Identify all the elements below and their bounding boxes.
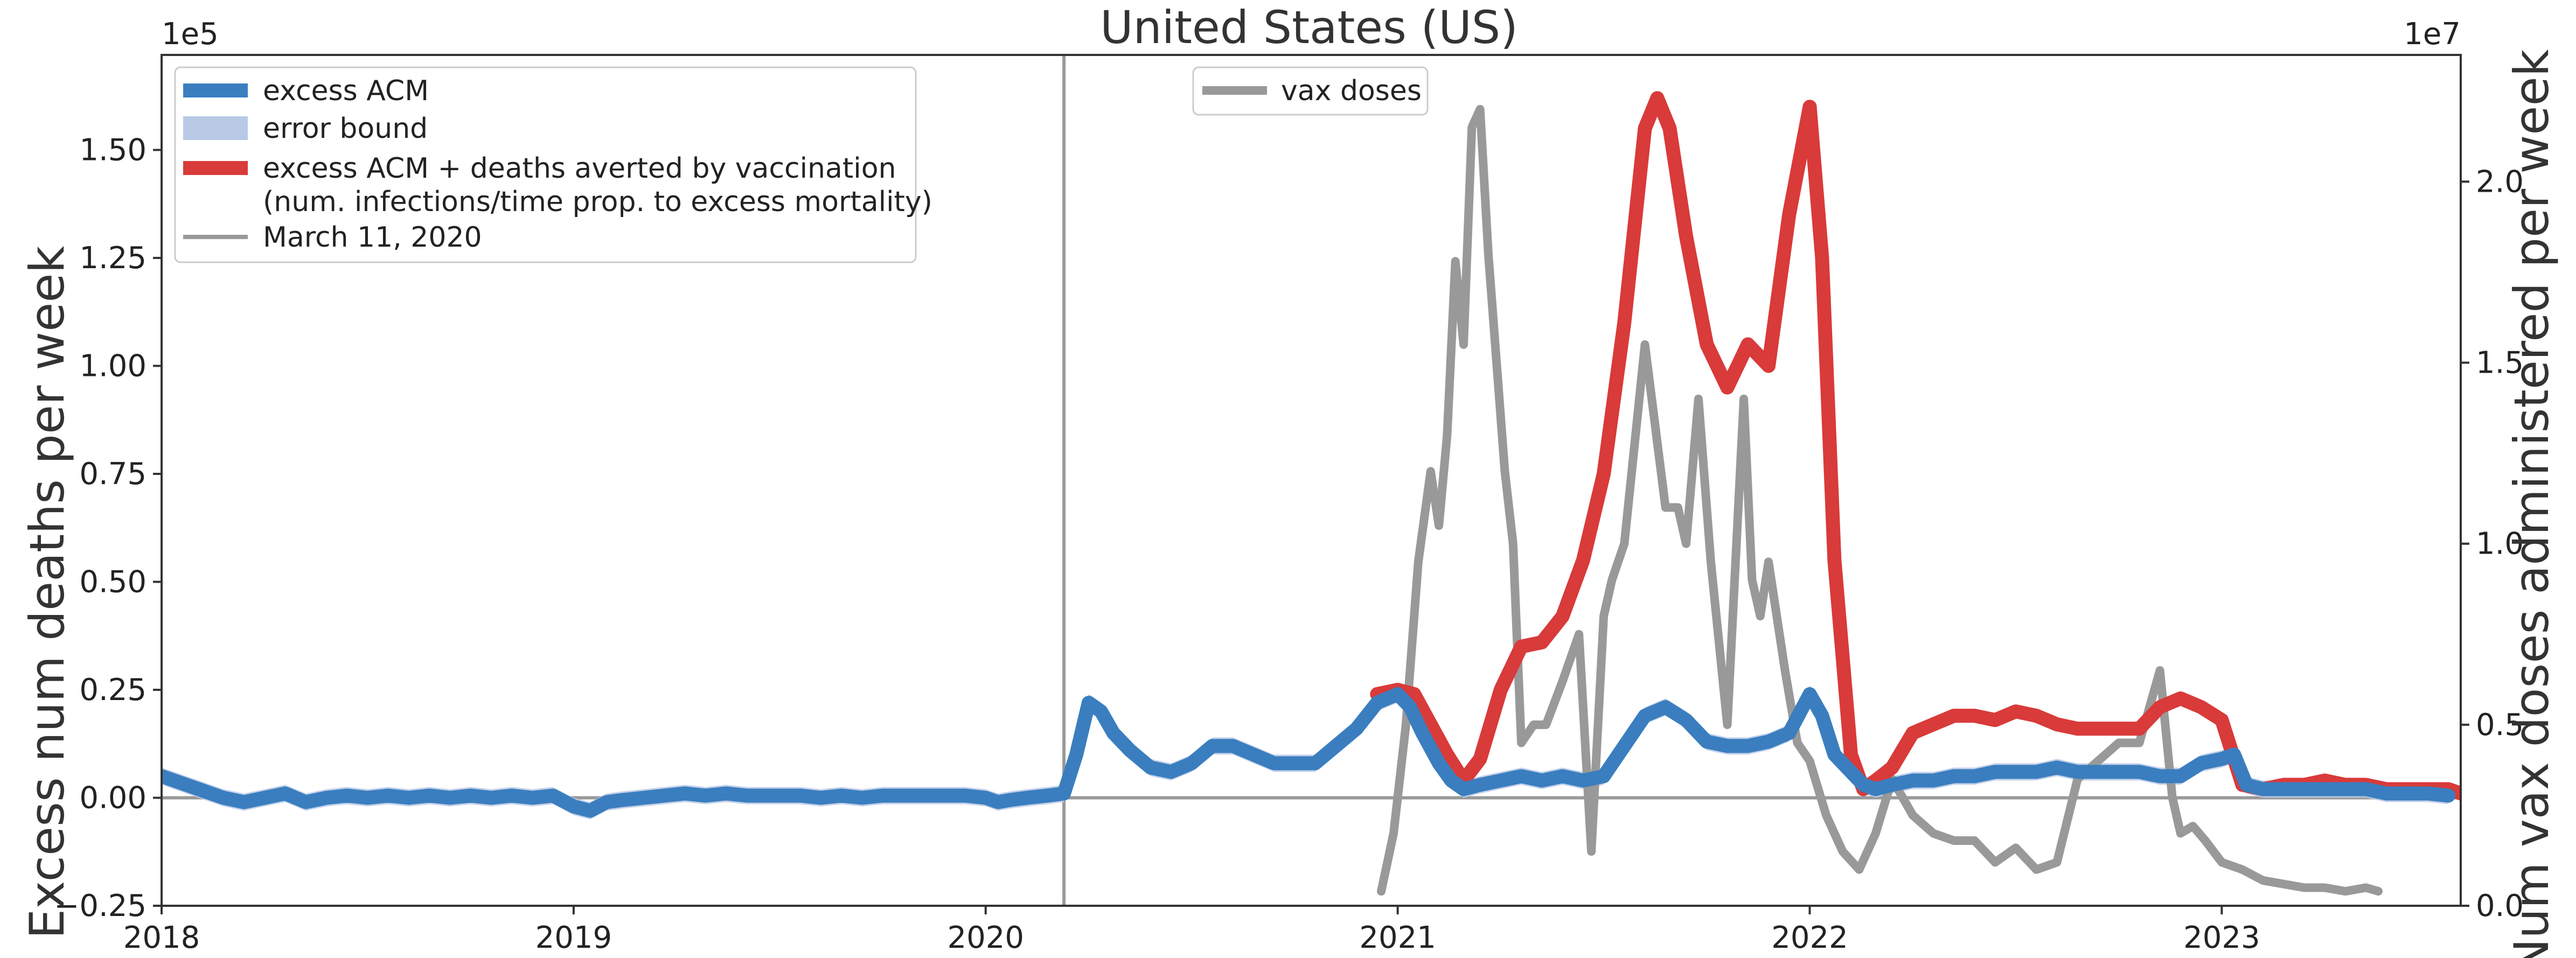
- legend2-box: [1192, 66, 1429, 116]
- y-right-tick-label: 0.0: [2476, 889, 2524, 924]
- y-axis-label: Excess num deaths per week: [19, 246, 75, 939]
- series-vax-doses: [1377, 104, 2383, 896]
- y-tick-label: 1.00: [79, 348, 147, 383]
- legend-swatch-patch: [183, 116, 248, 140]
- x-tick-label: 2019: [535, 920, 612, 955]
- left-axis-offset: 1e5: [162, 17, 219, 52]
- series-excess-acm-plus-averted: [1370, 91, 2461, 801]
- legend2-label: vax doses: [1281, 75, 1422, 107]
- x-tick-label: 2018: [123, 920, 200, 955]
- legend-label: excess ACM + deaths averted by vaccinati…: [263, 152, 896, 185]
- x-tick-label: 2023: [2183, 920, 2260, 955]
- y-tick-label: 0.25: [79, 673, 147, 708]
- legend-box: [174, 66, 917, 263]
- x-tick-label: 2020: [947, 920, 1024, 955]
- legend-label: excess ACM: [263, 75, 429, 107]
- y-tick-label: 1.25: [79, 241, 147, 276]
- legend-label: error bound: [263, 113, 428, 145]
- series-excess-acm: [162, 687, 2456, 818]
- y-tick-label: 1.50: [79, 132, 147, 167]
- legend-label-line2: (num. infections/time prop. to excess mo…: [263, 186, 932, 218]
- y-axis-label-right: Num vax doses administered per week: [2504, 49, 2559, 958]
- axes: 2018 2019 2020 2021 2022 2023 −0.25 0.00 0.25 0.5…: [54, 54, 2524, 955]
- y-tick-label: 0.00: [79, 780, 147, 815]
- y-tick-label: 0.50: [79, 564, 147, 599]
- y-right-tick-label: 1.5: [2476, 345, 2524, 380]
- right-axis-offset: 1e7: [2404, 17, 2461, 52]
- chart-title: United States (US): [1100, 1, 1518, 54]
- plot-inner: [162, 55, 2461, 906]
- plot-area: [162, 55, 2461, 906]
- legend: excess ACM error bound excess ACM + deaths…: [174, 66, 1429, 263]
- axes-frame: [161, 54, 2462, 907]
- x-tick-label: 2022: [1771, 920, 1848, 955]
- y-tick-label: −0.25: [54, 889, 147, 924]
- y-right-tick-label: 1.0: [2476, 527, 2524, 562]
- y-right-tick-label: 2.0: [2476, 164, 2524, 199]
- y-right-tick-label: 0.5: [2476, 708, 2524, 743]
- legend-label: March 11, 2020: [263, 221, 482, 254]
- y-tick-label: 0.75: [79, 457, 147, 492]
- x-tick-label: 2021: [1359, 920, 1436, 955]
